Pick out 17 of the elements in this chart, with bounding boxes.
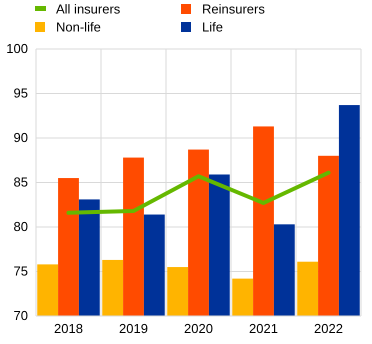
line-series — [66, 170, 330, 215]
x-tick-label: 2021 — [249, 321, 278, 336]
y-tick-label: 90 — [14, 130, 28, 146]
y-tick-label: 85 — [14, 174, 28, 190]
legend-label: Non-life — [56, 20, 101, 34]
legend-label: Reinsurers — [202, 2, 266, 16]
x-tick-label: 2022 — [314, 321, 343, 336]
y-tick-label: 95 — [14, 86, 28, 101]
x-tick-label: 2019 — [119, 321, 148, 336]
legend-label: All insurers — [56, 2, 121, 16]
y-tick-label: 100 — [6, 41, 28, 56]
legend-label: Life — [202, 20, 223, 34]
y-tick-label: 70 — [14, 308, 28, 324]
x-tick-label: 2018 — [54, 321, 83, 336]
x-tick-label: 2020 — [184, 321, 213, 336]
y-tick-label: 80 — [14, 219, 28, 234]
y-tick-label: 75 — [14, 264, 28, 279]
